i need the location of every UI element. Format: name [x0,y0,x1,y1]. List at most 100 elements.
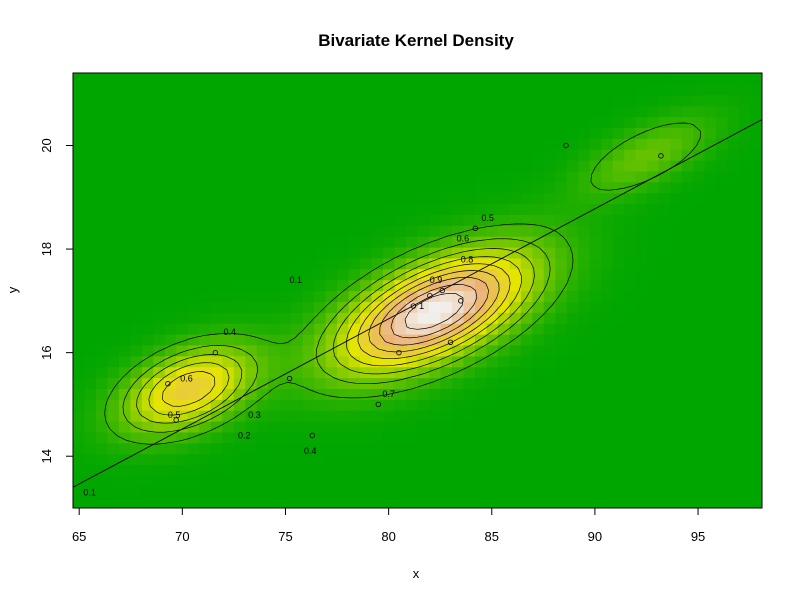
heat-cell [73,453,86,466]
heat-cell [704,366,717,379]
heat-cell [739,105,752,118]
heat-cell [440,181,453,194]
heat-cell [371,83,384,96]
heat-cell [394,399,407,411]
heat-cell [474,149,487,161]
data-point [212,349,219,356]
heat-cell [348,214,361,226]
heat-cell [360,127,373,139]
heat-cell [486,203,499,215]
heat-cell [291,116,304,128]
heat-cell [520,464,533,476]
heat-cell [95,268,109,281]
heat-cell [337,170,350,183]
heat-cell [164,442,177,455]
heat-cell [566,203,579,215]
heat-cell [337,497,350,508]
x-tick-label: 80 [381,529,395,544]
heat-cell [95,334,109,346]
heat-cell [578,421,591,433]
y-tick-label: 16 [39,345,54,359]
heat-cell [314,116,327,128]
heat-cell [428,421,442,433]
heat-cell [371,160,384,172]
heat-cell [371,225,384,237]
heat-cell [95,257,109,270]
y-tick-label: 14 [39,449,54,463]
heat-cell [73,399,86,411]
heat-cell [658,214,671,226]
heat-cell [314,334,327,346]
heat-cell [532,344,545,357]
heat-cell [727,160,740,172]
heat-cell [555,312,568,324]
heat-cell [509,160,522,172]
heat-cell [693,312,706,324]
heat-cell [670,116,683,128]
heat-cell [704,442,717,455]
heat-cell [750,214,762,226]
heat-cell [406,334,419,346]
heat-cell [463,127,476,139]
heat-cell [394,486,407,498]
heat-cell [612,203,625,215]
heat-cell [371,73,384,85]
heat-cell [417,170,430,183]
heat-cell [73,475,86,487]
heat-cell [474,73,487,85]
heat-cell [314,442,327,455]
heat-cell [704,116,717,128]
heat-cell [302,225,315,237]
heat-cell [107,181,120,194]
heat-cell [739,355,752,368]
heat-cell [245,366,258,379]
heat-cell [141,453,154,466]
heat-cell [164,127,177,139]
heat-cell [727,497,740,508]
heat-cell [141,268,154,281]
heat-cell [750,442,762,455]
heat-cell [279,323,292,335]
heat-cell [670,301,683,313]
heat-cell [474,344,487,357]
heat-cell [474,355,487,368]
heat-cell [451,149,465,161]
heat-cell [95,149,109,161]
heat-cell [428,464,442,476]
heat-cell [601,127,614,139]
heat-cell [624,323,637,335]
heat-cell [612,475,625,487]
heat-cell [222,323,235,335]
heat-cell [520,334,533,346]
heat-cell [555,301,568,313]
heat-cell [750,279,762,292]
heat-cell [704,73,717,85]
heat-cell [187,116,200,128]
heat-cell [463,73,476,85]
heat-cell [141,257,154,270]
heat-cell [532,312,545,324]
heat-cell [268,257,281,270]
heat-cell [440,355,453,368]
heat-cell [291,355,304,368]
heat-cell [589,149,602,161]
heat-cell [360,334,373,346]
heat-cell [394,388,407,400]
heat-cell [406,170,419,183]
heat-cell [601,214,614,226]
heat-cell [348,388,361,400]
heat-cell [383,160,396,172]
heat-cell [199,94,212,107]
heat-cell [417,94,430,107]
heat-cell [245,138,258,150]
heat-cell [543,355,556,368]
heat-cell [578,105,591,118]
heat-cell [360,138,373,150]
heat-cell [256,290,269,302]
heat-cell [739,94,752,107]
heat-cell [107,116,120,128]
heat-cell [658,312,671,324]
heat-cell [417,268,430,281]
heat-cell [107,399,120,411]
heat-cell [543,116,556,128]
